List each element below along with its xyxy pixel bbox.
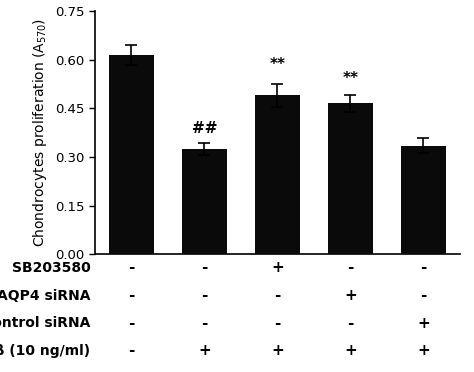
Text: IL-1β (10 ng/ml): IL-1β (10 ng/ml) bbox=[0, 344, 91, 358]
Text: -: - bbox=[347, 260, 354, 275]
Text: +: + bbox=[198, 343, 210, 358]
Text: -: - bbox=[201, 316, 208, 331]
Text: -: - bbox=[201, 260, 208, 275]
Text: +: + bbox=[271, 343, 283, 358]
Text: +: + bbox=[417, 343, 429, 358]
Text: -: - bbox=[128, 343, 135, 358]
Bar bbox=[109, 55, 154, 254]
Text: +: + bbox=[271, 260, 283, 275]
Bar bbox=[401, 145, 446, 254]
Text: -: - bbox=[420, 260, 427, 275]
Text: -: - bbox=[274, 316, 281, 331]
Text: Control siRNA: Control siRNA bbox=[0, 316, 91, 330]
Text: -: - bbox=[274, 288, 281, 303]
Text: -: - bbox=[128, 260, 135, 275]
Text: SB203580: SB203580 bbox=[12, 261, 91, 275]
Text: -: - bbox=[128, 316, 135, 331]
Text: AQP4 siRNA: AQP4 siRNA bbox=[0, 289, 91, 302]
Text: -: - bbox=[420, 288, 427, 303]
Bar bbox=[255, 95, 300, 254]
Text: -: - bbox=[201, 288, 208, 303]
Text: +: + bbox=[344, 288, 356, 303]
Text: -: - bbox=[128, 288, 135, 303]
Bar bbox=[182, 149, 227, 254]
Text: +: + bbox=[344, 343, 356, 358]
Text: -: - bbox=[347, 316, 354, 331]
Bar bbox=[328, 103, 373, 254]
Text: **: ** bbox=[342, 71, 358, 86]
Y-axis label: Chondrocytes proliferation (A$_{570}$): Chondrocytes proliferation (A$_{570}$) bbox=[31, 18, 49, 247]
Text: **: ** bbox=[269, 57, 285, 72]
Text: +: + bbox=[417, 316, 429, 331]
Text: ##: ## bbox=[191, 121, 217, 136]
